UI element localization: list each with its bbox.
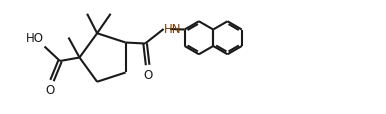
Text: HO: HO [25, 32, 44, 45]
Text: O: O [143, 68, 152, 81]
Text: O: O [46, 83, 55, 96]
Text: HN: HN [164, 23, 182, 36]
